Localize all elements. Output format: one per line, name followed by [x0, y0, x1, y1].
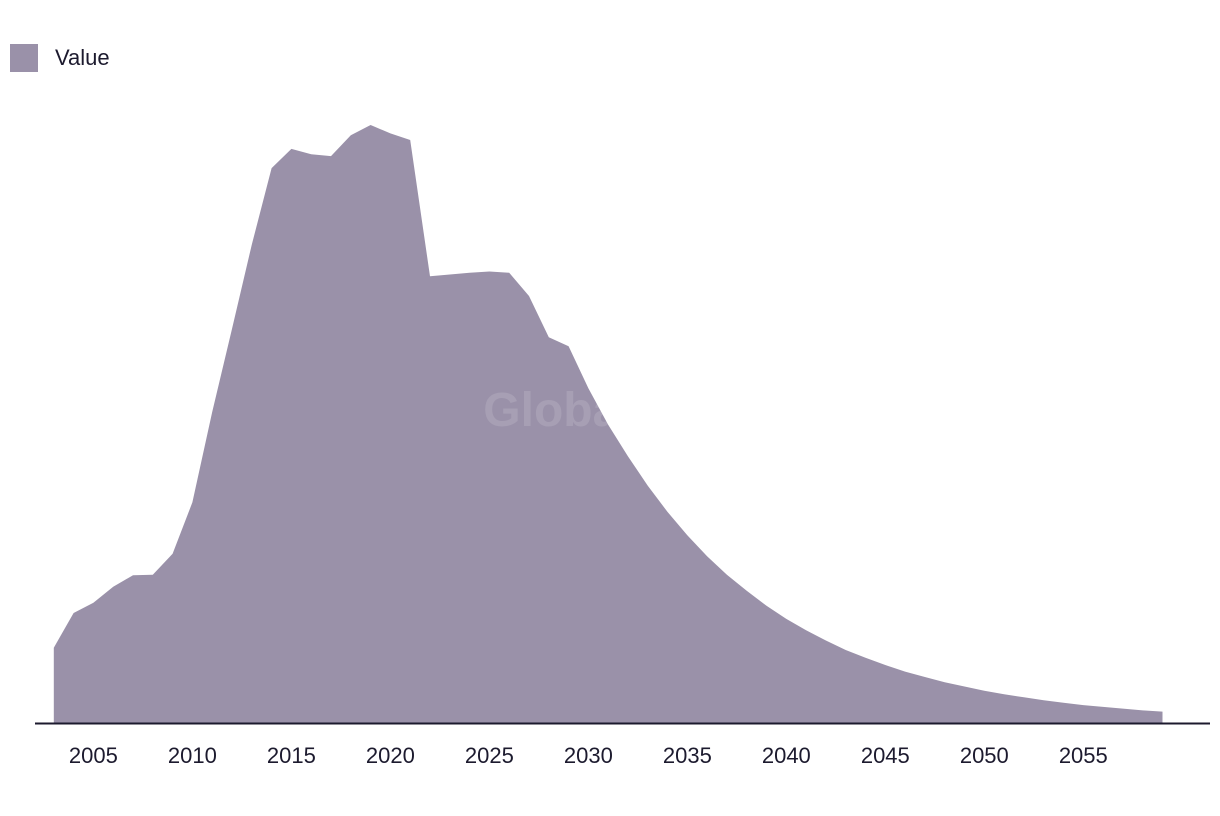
legend-swatch: [10, 44, 38, 72]
watermark: GlobalData: [483, 384, 737, 437]
x-tick-label-2010: 2010: [168, 743, 217, 768]
x-tick-label-2045: 2045: [861, 743, 910, 768]
x-tick-label-2035: 2035: [663, 743, 712, 768]
x-tick-label-2005: 2005: [69, 743, 118, 768]
x-tick-label-2030: 2030: [564, 743, 613, 768]
x-tick-label-2020: 2020: [366, 743, 415, 768]
x-tick-label-2040: 2040: [762, 743, 811, 768]
legend-label-value: Value: [55, 45, 110, 70]
x-tick-label-2050: 2050: [960, 743, 1009, 768]
legend: Value: [10, 44, 110, 72]
x-tick-label-2015: 2015: [267, 743, 316, 768]
x-tick-label-2055: 2055: [1059, 743, 1108, 768]
x-axis-ticks: 2005 2010 2015 2020 2025 2030 2035 2040 2045 2050…: [69, 743, 1108, 768]
x-tick-label-2025: 2025: [465, 743, 514, 768]
area-series-value: [53, 125, 1163, 723]
